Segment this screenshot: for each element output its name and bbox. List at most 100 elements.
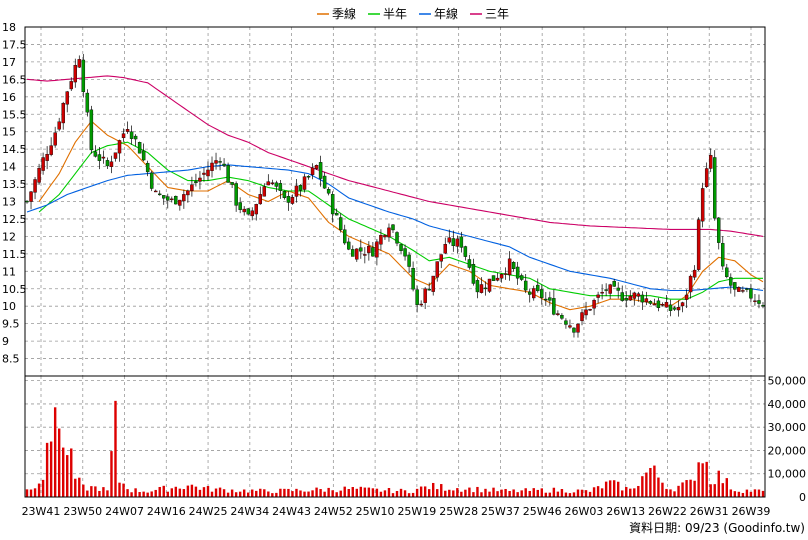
candle-body-175 bbox=[729, 277, 733, 286]
volume-bar-105 bbox=[448, 489, 451, 497]
volume-bar-99 bbox=[423, 486, 427, 497]
volume-bar-171 bbox=[713, 484, 716, 497]
candle-body-54 bbox=[242, 208, 246, 213]
candle-body-112 bbox=[475, 280, 480, 293]
candle-body-35 bbox=[166, 196, 170, 201]
candle-body-148 bbox=[620, 292, 624, 301]
candle-body-85 bbox=[367, 245, 371, 253]
volume-bar-19 bbox=[102, 487, 105, 497]
volume-bar-78 bbox=[339, 490, 342, 497]
candle-body-135 bbox=[568, 325, 572, 328]
volume-bar-16 bbox=[90, 486, 93, 497]
candle-body-62 bbox=[274, 182, 279, 187]
candle-body-103 bbox=[439, 254, 443, 262]
candle-body-90 bbox=[387, 227, 391, 238]
price-tick-label-2: 17 bbox=[2, 56, 16, 69]
volume-bar-126 bbox=[532, 488, 535, 497]
candle-body-66 bbox=[290, 197, 295, 204]
volume-bar-20 bbox=[106, 490, 109, 497]
volume-bar-137 bbox=[576, 489, 580, 497]
candle-body-121 bbox=[511, 262, 516, 270]
volume-grid bbox=[25, 376, 765, 497]
volume-bar-42 bbox=[194, 486, 198, 497]
volume-bar-71 bbox=[311, 490, 314, 497]
volume-bar-89 bbox=[383, 490, 387, 497]
candle-body-174 bbox=[725, 267, 729, 277]
candle-body-88 bbox=[379, 235, 383, 245]
candle-body-25 bbox=[125, 129, 130, 132]
candle-body-47 bbox=[214, 160, 218, 164]
candle-body-126 bbox=[532, 288, 536, 299]
volume-bar-175 bbox=[729, 489, 733, 497]
volume-bar-76 bbox=[331, 490, 334, 497]
volume-bar-35 bbox=[166, 491, 169, 497]
price-axis-ticks: 18 17.5 17 16.5 16 15.5 15 14.5 14 13.5 13 12.5 12 11… bbox=[2, 21, 27, 366]
volume-bar-23 bbox=[118, 482, 121, 497]
candle-body-118 bbox=[499, 274, 504, 279]
volume-bar-167 bbox=[697, 462, 700, 497]
volume-bar-127 bbox=[536, 489, 539, 497]
candle-body-145 bbox=[608, 284, 612, 294]
candle-body-113 bbox=[479, 284, 484, 293]
candle-body-14 bbox=[81, 59, 86, 93]
volume-bar-85 bbox=[367, 487, 371, 497]
candle-body-181 bbox=[753, 300, 757, 302]
volume-bar-110 bbox=[468, 487, 471, 497]
candle-body-141 bbox=[592, 299, 596, 309]
candle-body-109 bbox=[463, 246, 468, 257]
candle-body-120 bbox=[507, 258, 512, 276]
candle-body-124 bbox=[523, 280, 528, 291]
volume-bar-81 bbox=[351, 487, 354, 497]
candle-body-161 bbox=[672, 307, 677, 310]
volume-bar-174 bbox=[725, 478, 728, 497]
legend: 季線 半年 年線 三年 bbox=[317, 6, 509, 21]
x-tick-label-14: 26W13 bbox=[606, 505, 645, 518]
volume-bar-162 bbox=[677, 485, 680, 497]
candle-body-23 bbox=[117, 140, 122, 154]
candle-body-16 bbox=[89, 109, 94, 151]
candle-body-130 bbox=[548, 297, 552, 301]
volume-bar-149 bbox=[625, 486, 628, 497]
candle-body-182 bbox=[757, 300, 761, 304]
price-tick-label-5: 15.5 bbox=[2, 108, 27, 121]
volume-bar-12 bbox=[74, 478, 77, 497]
candle-body-77 bbox=[334, 212, 339, 216]
candle-body-3 bbox=[37, 167, 41, 183]
volume-bar-151 bbox=[633, 488, 636, 497]
volume-bar-36 bbox=[170, 488, 173, 497]
volume-bar-108 bbox=[460, 491, 463, 497]
candle-body-46 bbox=[210, 162, 214, 171]
price-tick-label-13: 11.5 bbox=[2, 248, 27, 261]
volume-bar-109 bbox=[464, 489, 467, 497]
candle-body-81 bbox=[351, 249, 355, 257]
candle-body-179 bbox=[745, 288, 749, 290]
volume-bar-147 bbox=[617, 481, 620, 497]
price-tick-label-0: 18 bbox=[2, 21, 16, 34]
price-tick-label-14: 11 bbox=[2, 265, 16, 278]
candle-body-71 bbox=[310, 167, 315, 175]
volume-bar-97 bbox=[415, 488, 419, 497]
volume-bar-119 bbox=[504, 488, 507, 497]
candle-body-67 bbox=[294, 185, 299, 197]
candle-body-72 bbox=[314, 165, 319, 169]
candle-body-114 bbox=[483, 287, 488, 290]
volume-bar-163 bbox=[681, 482, 684, 497]
candle-body-180 bbox=[749, 288, 753, 299]
volume-bar-21 bbox=[110, 451, 113, 497]
candle-body-139 bbox=[584, 309, 588, 316]
candlesticks bbox=[25, 54, 765, 338]
candle-body-56 bbox=[250, 210, 254, 217]
volume-bar-10 bbox=[66, 455, 69, 497]
candle-body-75 bbox=[326, 189, 331, 194]
volume-bar-117 bbox=[496, 491, 499, 497]
volume-bar-14 bbox=[82, 484, 85, 497]
volume-bar-176 bbox=[733, 491, 737, 497]
candle-body-142 bbox=[596, 294, 600, 298]
price-tick-label-12: 12 bbox=[2, 230, 16, 243]
candle-body-37 bbox=[174, 195, 178, 205]
volume-bar-51 bbox=[230, 489, 234, 497]
candle-body-89 bbox=[383, 235, 387, 238]
candle-body-61 bbox=[270, 182, 275, 184]
candle-body-100 bbox=[427, 288, 431, 291]
